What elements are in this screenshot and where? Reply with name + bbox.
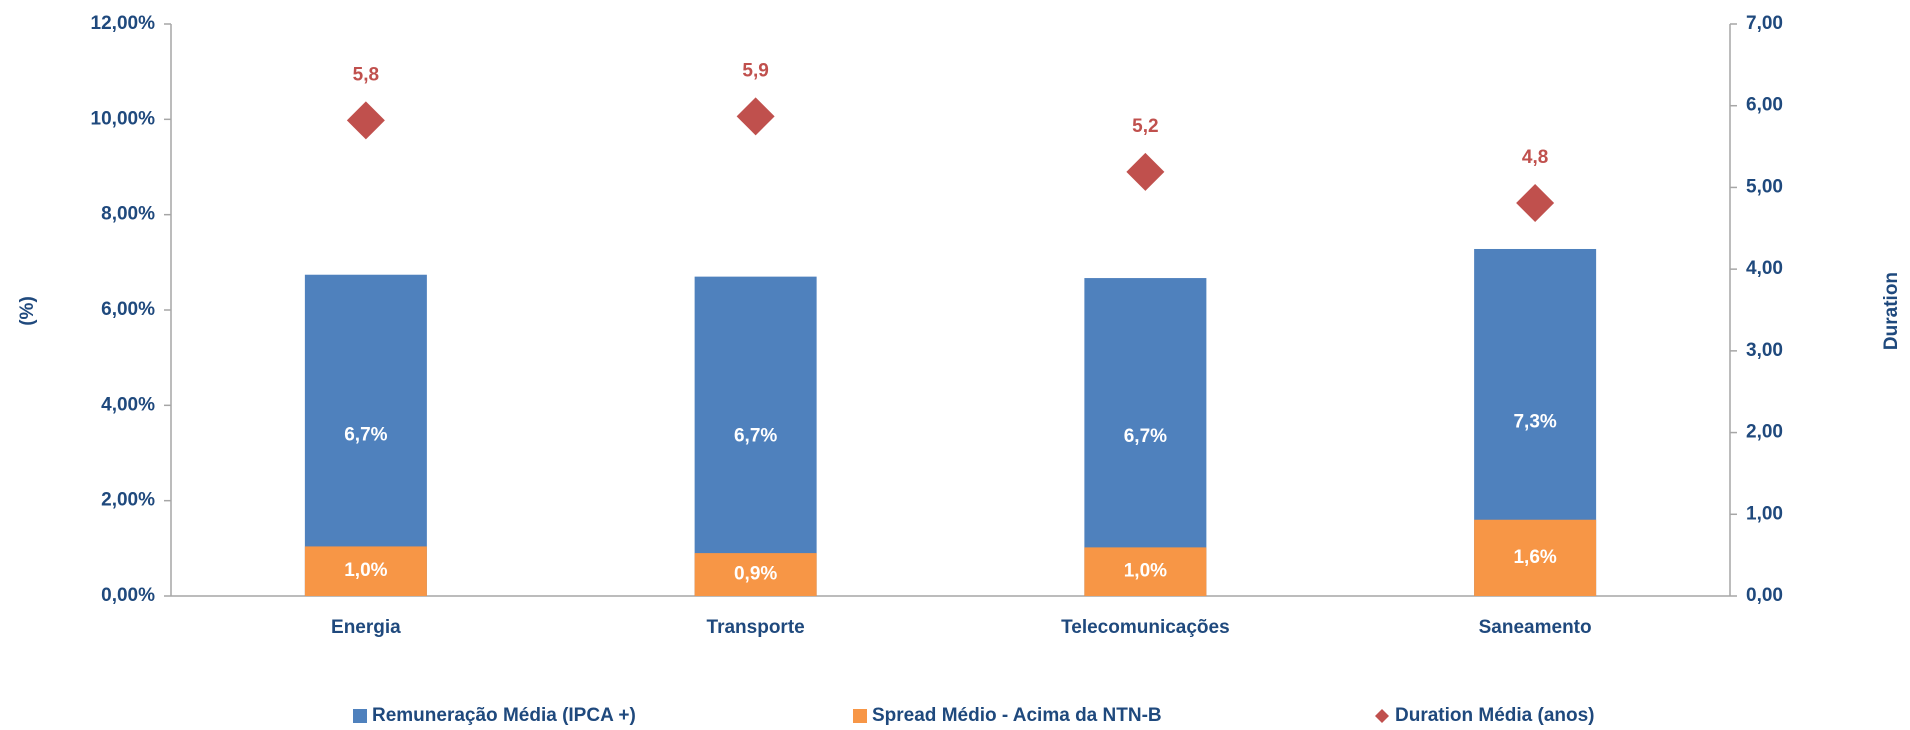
diamond-marker <box>346 101 385 140</box>
diamond-marker <box>1516 183 1555 222</box>
y-axis-label: (%) <box>17 296 38 326</box>
legend-swatch <box>353 709 367 723</box>
y-tick-label: 2,00% <box>101 490 155 511</box>
x-tick-label: Energia <box>331 617 401 638</box>
bar-label: 0,9% <box>734 564 777 585</box>
y-tick-label: 4,00% <box>101 394 155 415</box>
bar <box>304 546 427 596</box>
bar <box>304 274 427 596</box>
marker-label: 5,9 <box>742 60 768 81</box>
bar-label: 1,0% <box>344 560 387 581</box>
bar-label: 6,7% <box>1124 426 1167 447</box>
bar <box>694 276 817 596</box>
legend-label: Remuneração Média (IPCA +) <box>372 705 636 726</box>
y-tick-label: 0,00% <box>101 585 155 606</box>
legend-label: Spread Médio - Acima da NTN-B <box>872 705 1162 726</box>
x-tick-label: Saneamento <box>1479 617 1592 638</box>
y-tick-label: 12,00% <box>91 13 156 34</box>
bar-label: 7,3% <box>1513 412 1556 433</box>
y2-tick-label: 0,00 <box>1746 585 1783 606</box>
y2-tick-label: 5,00 <box>1746 176 1783 197</box>
y-tick-label: 6,00% <box>101 299 155 320</box>
x-tick-label: Transporte <box>707 617 805 638</box>
diamond-marker <box>1126 152 1165 191</box>
y2-axis-label: Duration <box>1881 272 1902 350</box>
marker-label: 4,8 <box>1522 147 1548 168</box>
legend-swatch <box>853 709 867 723</box>
y-tick-label: 10,00% <box>91 108 156 129</box>
bar-label: 6,7% <box>734 425 777 446</box>
bar-label: 1,6% <box>1513 547 1556 568</box>
legend-swatch <box>1375 709 1389 723</box>
bar-label: 6,7% <box>344 424 387 445</box>
y2-tick-label: 4,00 <box>1746 258 1783 279</box>
legend-label: Duration Média (anos) <box>1395 705 1595 726</box>
diamond-marker <box>736 97 775 136</box>
bar <box>1084 278 1207 596</box>
y2-tick-label: 2,00 <box>1746 422 1783 443</box>
bar <box>1084 547 1207 596</box>
x-tick-label: Telecomunicações <box>1061 617 1230 638</box>
y2-tick-label: 7,00 <box>1746 13 1783 34</box>
marker-label: 5,2 <box>1132 116 1158 137</box>
bar <box>694 553 817 596</box>
y2-tick-label: 6,00 <box>1746 95 1783 116</box>
marker-label: 5,8 <box>353 64 379 85</box>
bar <box>1474 519 1597 596</box>
y2-tick-label: 1,00 <box>1746 503 1783 524</box>
y-tick-label: 8,00% <box>101 204 155 225</box>
bar-label: 1,0% <box>1124 561 1167 582</box>
y2-tick-label: 3,00 <box>1746 340 1783 361</box>
